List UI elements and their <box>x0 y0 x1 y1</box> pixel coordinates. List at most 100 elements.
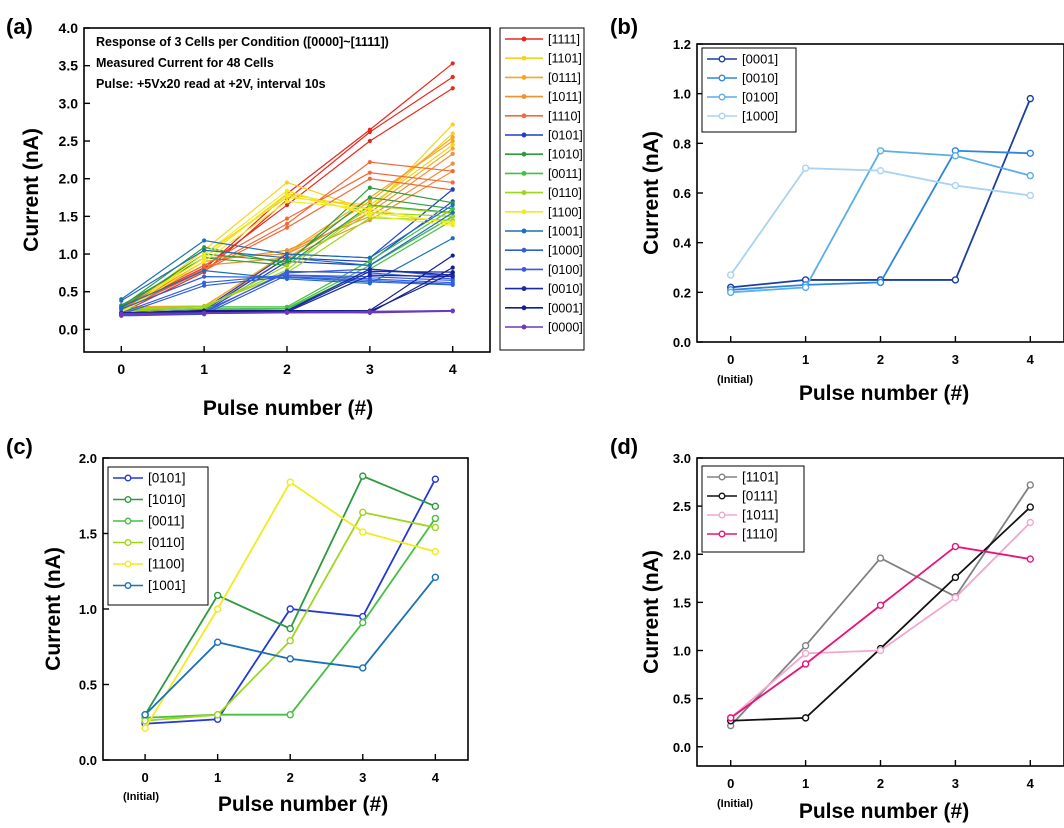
x-axis-title: Pulse number (#) <box>799 800 969 823</box>
y-tick-label: 2.5 <box>673 499 691 514</box>
data-point <box>141 724 149 732</box>
data-point <box>801 283 810 292</box>
legend-marker <box>718 55 726 63</box>
data-point <box>202 251 207 257</box>
series-line <box>730 545 1031 719</box>
data-point <box>284 188 290 193</box>
legend-label: [1100] <box>148 557 185 572</box>
y-tick-label: 2.0 <box>673 547 691 562</box>
annotation-text: Measured Current for 48 Cells <box>96 56 274 70</box>
data-point <box>450 253 455 258</box>
legend-label: [1101] <box>742 470 779 485</box>
data-point <box>284 180 290 185</box>
data-point <box>286 605 294 613</box>
data-point <box>801 660 810 668</box>
data-point <box>213 591 222 600</box>
legend-marker <box>521 324 527 330</box>
data-point <box>367 185 372 190</box>
data-point <box>431 547 440 556</box>
data-point <box>367 263 372 268</box>
data-point <box>202 303 207 309</box>
y-tick-label: 0.2 <box>673 285 691 300</box>
legend-marker <box>124 496 132 503</box>
y-tick-label: 1.0 <box>59 246 79 262</box>
data-point <box>727 714 735 722</box>
data-point <box>284 202 290 208</box>
y-tick-label: 0.0 <box>673 740 691 755</box>
data-point <box>450 282 455 287</box>
data-point <box>951 573 960 582</box>
legend: [1101] [0111] [1011] [1110] <box>701 465 805 553</box>
legend-label: [0011] <box>148 514 185 529</box>
data-point <box>1026 481 1034 489</box>
y-axis-title: Current (nA) <box>640 550 663 674</box>
data-point <box>450 187 455 192</box>
x-tick-label: 1 <box>200 361 208 377</box>
series-group <box>727 94 1034 297</box>
y-tick-label: 1.5 <box>59 208 79 224</box>
data-point <box>1026 503 1034 511</box>
annotation-text: Pulse: +5Vx20 read at +2V, interval 10s <box>96 77 326 91</box>
data-point <box>202 310 207 315</box>
data-point <box>286 478 294 486</box>
data-point <box>1026 555 1034 563</box>
data-point <box>284 216 290 221</box>
data-point <box>367 273 372 278</box>
legend-marker <box>521 190 527 196</box>
data-point <box>450 169 455 174</box>
legend-marker <box>718 74 726 82</box>
data-point <box>801 641 810 650</box>
data-point <box>450 161 455 166</box>
data-point <box>951 181 960 190</box>
x-tick-label: 1 <box>802 352 809 367</box>
legend-marker <box>124 539 132 546</box>
legend-marker <box>521 209 527 215</box>
legend-marker <box>718 112 726 120</box>
x-tick-label: 0 <box>727 776 734 791</box>
data-point <box>431 523 440 532</box>
y-tick-label: 0.4 <box>673 236 692 251</box>
legend-marker <box>718 530 726 538</box>
data-point <box>284 225 290 230</box>
data-point <box>367 255 372 260</box>
x-tick-label: 4 <box>449 361 457 377</box>
data-point <box>367 309 372 315</box>
x-tick-label: 3 <box>952 776 959 791</box>
data-point <box>202 268 207 273</box>
legend-box <box>701 47 797 133</box>
data-point <box>367 138 372 144</box>
legend-marker <box>521 266 527 272</box>
data-point <box>450 202 455 208</box>
y-tick-label: 2.0 <box>79 451 97 466</box>
data-point <box>202 283 207 288</box>
data-point <box>359 472 367 480</box>
legend-label: [0001] <box>742 52 778 67</box>
data-point <box>876 601 885 609</box>
data-point <box>450 308 455 313</box>
data-point <box>450 135 455 140</box>
data-point <box>450 131 455 136</box>
series-line <box>729 167 1031 276</box>
y-tick-label: 0.0 <box>59 321 79 337</box>
data-point <box>450 236 455 241</box>
data-point <box>450 265 455 270</box>
data-point <box>367 199 372 204</box>
data-point <box>359 528 367 536</box>
data-point <box>284 251 290 257</box>
data-point <box>431 514 440 523</box>
legend-label: [0101] <box>148 471 186 486</box>
legend-label: [0100] <box>742 90 778 105</box>
y-tick-label: 3.0 <box>59 95 79 111</box>
data-point <box>367 210 372 215</box>
data-point <box>876 554 885 562</box>
data-point <box>450 151 455 156</box>
legend: [1111] [1101] [0111] [1011] [1110] [0101] [101… <box>499 27 585 351</box>
data-point <box>284 193 290 198</box>
data-point <box>213 711 222 719</box>
series-group <box>141 472 440 732</box>
legend-label: [1000] <box>742 109 778 124</box>
series-group <box>727 481 1034 730</box>
x-tick-label: 3 <box>359 770 366 785</box>
legend-marker <box>124 560 132 568</box>
